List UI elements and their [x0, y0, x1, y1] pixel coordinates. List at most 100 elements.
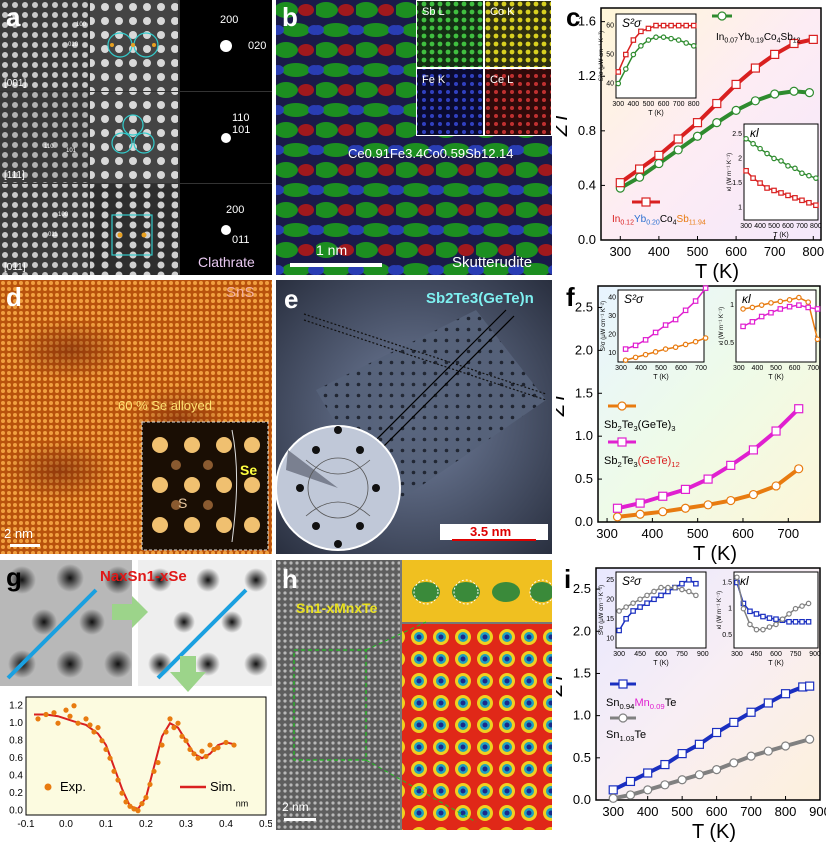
inset-i-s2sigma-series-1-point-1: [623, 604, 629, 610]
legend-c-entry-2-part-0: In: [612, 214, 620, 225]
inset-f-kappa-series-1-point-2: [758, 313, 765, 320]
inset-c-kappa-series-0-point-2: [757, 145, 763, 152]
f-ylabel: ZT: [556, 390, 569, 417]
inset-f-s2sigma-series-1-point-1: [632, 342, 639, 349]
inset-f-s2sigma-ytick-2: 30: [608, 313, 616, 320]
inset-f-kappa-series-0-point-4: [777, 298, 784, 305]
legend-c-entry-2-part-2: Yb: [634, 214, 647, 225]
inset-c-s2sigma-series-0-point-3: [638, 43, 644, 49]
i-series-1-point-8: [746, 751, 756, 761]
inset-c-kappa-series-1-point-10: [813, 202, 819, 209]
inset-c-s2sigma-series-0-point-2: [630, 51, 637, 58]
legend-i-entry-1-part-3: 0.09: [650, 702, 665, 711]
inset-c-s2sigma-series-0-point-5: [653, 34, 659, 40]
f-ytick-label-0: 0.0: [575, 514, 593, 529]
inset-i-kappa-series-0-point-6: [773, 616, 779, 622]
legend-i-entry-2: Sn1.03Te: [606, 729, 646, 743]
inset-c-s2sigma-series-1-point-5: [653, 22, 659, 29]
inset-f-kappa-xtick-3: 600: [789, 365, 801, 372]
inset-c-s2sigma-series-0-point-0: [615, 80, 622, 87]
legend-c-entry-2: In0.12Yb0.20Co4Sb11.94: [612, 214, 706, 227]
inset-c-s2sigma-xtick-5: 800: [688, 101, 700, 108]
inset-c-s2sigma-series-1-point-8: [675, 22, 682, 29]
inset-f-kappa-series-1-point-4: [777, 306, 784, 312]
c-ytick-label-1: 0.4: [578, 177, 596, 192]
chart-g-exp-point-23: [143, 794, 149, 801]
inset-i-s2sigma-xtick-4: 900: [697, 651, 709, 658]
panel-a-lattice-mark-2a: 110: [44, 144, 54, 150]
inset-c-s2sigma-series-0-point-4: [645, 37, 652, 43]
legend-i-entry-2-part-2: Te: [634, 729, 646, 741]
inset-f-kappa-xtick-0: 300: [733, 365, 745, 372]
inset-i-s2sigma-series-0-point-4: [644, 600, 650, 606]
c-series-0-point-1: [634, 172, 645, 182]
f-ytick-label-2: 1.0: [575, 428, 593, 443]
inset-c-kappa-series-1-point-1: [750, 175, 756, 181]
legend-i-marker-2: [618, 713, 628, 723]
c-xtick-label-2: 500: [687, 244, 709, 259]
inset-i-s2sigma-series-0-point-11: [693, 580, 699, 587]
inset-f-kappa-series-0-point-7: [805, 299, 811, 305]
chart-g-exp-point-21: [135, 808, 141, 814]
legend-i-entry-2-part-1: 1.03: [619, 734, 634, 743]
panel-a-diff-label-3b: 011: [232, 234, 250, 246]
chart-g-ytick-4: 0.8: [9, 736, 23, 747]
inset-f-s2sigma-xtick-1: 400: [635, 365, 647, 372]
inset-f-s2sigma-series-1-point-4: [662, 322, 669, 328]
legend-c-entry-1-part-6: Sb: [781, 32, 794, 43]
legend-c-entry-1-part-0: In: [716, 32, 724, 43]
panel-a-lattice-mark-2b: 101: [66, 148, 77, 154]
panel-d-atom-s: S: [178, 495, 188, 511]
inset-i-kappa-ylabel: κl (W m⁻¹ K⁻¹): [717, 591, 723, 629]
i-ylabel: ZT: [556, 670, 567, 697]
legend-c-entry-1-part-2: Yb: [738, 32, 751, 43]
inset-f-kappa-series-1-point-1: [749, 319, 756, 325]
i-series-0-point-10: [780, 689, 791, 699]
inset-c-kappa-series-1-point-7: [792, 195, 798, 201]
panel-a-diff-label-1a: 200: [220, 14, 239, 26]
i-xtick-label-1: 400: [637, 804, 659, 819]
chart-g-xlabel: nm: [236, 798, 249, 808]
inset-c-kappa-series-0-point-10: [813, 175, 819, 181]
inset-i-kappa-xtick-3: 750: [790, 651, 802, 658]
inset-f-s2sigma-series-0-point-3: [652, 349, 659, 355]
chart-g-exp-point-28: [163, 729, 169, 735]
inset-c-kappa-series-1-point-8: [799, 197, 805, 204]
c-series-0-point-8: [770, 89, 780, 99]
inset-f-s2sigma-series-1-point-3: [652, 329, 659, 336]
i-ytick-label-4: 2.0: [573, 623, 591, 638]
inset-c-s2sigma-xtick-2: 500: [643, 101, 655, 108]
f-xtick-label-4: 700: [777, 526, 799, 541]
panel-i-label: i: [564, 564, 572, 594]
inset-i-kappa-series-1-point-9: [792, 605, 799, 612]
panel-h-formula: Sn1-xMnxTe: [296, 600, 378, 616]
panel-a-row-label-1: [001]: [4, 78, 27, 89]
legend-f-entry-1-part-5: 3: [671, 424, 675, 433]
inset-f-s2sigma-series-0-point-1: [632, 354, 639, 361]
c-ytick-label-3: 1.2: [578, 68, 596, 83]
inset-f-s2sigma-xlabel: T (K): [653, 374, 668, 381]
i-series-1-point-2: [643, 785, 653, 795]
c-series-0-point-10: [804, 88, 815, 98]
inset-f-s2sigma-series-0-point-7: [692, 338, 699, 345]
c-xtick-label-0: 300: [609, 244, 631, 259]
legend-f-entry-1-part-4: (GeTe): [638, 419, 672, 431]
inset-c-kappa-title: κl: [750, 126, 759, 140]
panel-f-label: f: [566, 282, 575, 312]
inset-c-s2sigma-series-1-point-9: [683, 22, 689, 29]
c-series-1-point-2: [654, 150, 664, 160]
c-ytick-label-2: 0.8: [578, 123, 596, 138]
i-series-1-point-0: [608, 793, 618, 803]
inset-c-kappa-series-0-point-0: [743, 135, 749, 142]
inset-c-kappa-xtick-3: 600: [782, 223, 794, 230]
panel-f: 300 400 500 600 700 0.0 0.5 1.0 1.5 2.0 2.5 T (K) ZT…: [556, 282, 826, 564]
inset-i-kappa-series-1-point-7: [779, 616, 786, 622]
c-xtick-label-1: 400: [648, 244, 670, 259]
chart-g-exp-point-7: [75, 720, 81, 726]
panel-h-scale-bar-label: 2 nm: [282, 800, 309, 814]
chart-g-exp-point-0: [35, 716, 41, 722]
i-series-1-point-5: [694, 770, 704, 780]
inset-i-s2sigma-xlabel: T (K): [653, 660, 668, 667]
inset-i-kappa-series-1-point-5: [766, 624, 773, 630]
